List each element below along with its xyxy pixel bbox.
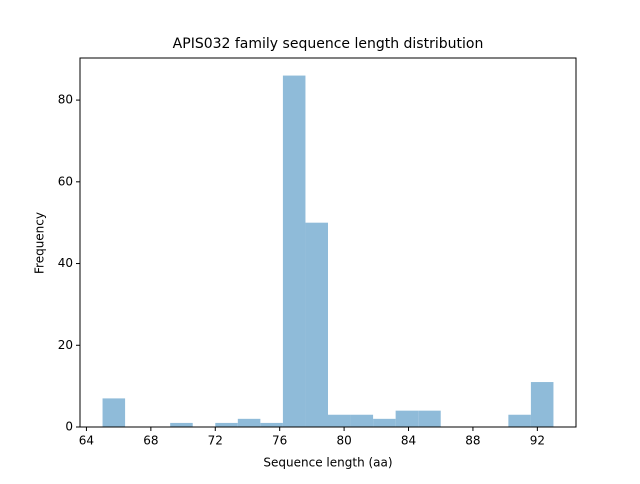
bar <box>282 75 306 428</box>
axes-frame <box>79 57 577 428</box>
bar <box>102 398 126 427</box>
bar <box>260 422 283 427</box>
bar <box>305 222 328 427</box>
bar <box>350 414 374 427</box>
bar <box>395 410 419 427</box>
bar <box>373 418 396 427</box>
x-tick-label: 64 <box>79 434 94 448</box>
bar <box>508 414 531 427</box>
bar <box>237 418 261 427</box>
x-tick-label: 88 <box>465 434 480 448</box>
x-axis-label: Sequence length (aa) <box>263 456 392 470</box>
bar <box>328 414 351 427</box>
x-tick-label: 72 <box>208 434 223 448</box>
x-tick-label: 68 <box>143 434 158 448</box>
y-tick-label: 40 <box>58 256 73 270</box>
x-tick-label: 92 <box>530 434 545 448</box>
y-tick-label: 0 <box>65 420 73 434</box>
x-tick-label: 76 <box>272 434 287 448</box>
y-tick-label: 20 <box>58 338 73 352</box>
bar <box>530 382 554 427</box>
x-tick-label: 80 <box>336 434 351 448</box>
y-tick-label: 80 <box>58 93 73 107</box>
bar <box>418 410 441 427</box>
x-tick-label: 84 <box>401 434 416 448</box>
bar <box>170 422 193 427</box>
bar <box>215 422 238 427</box>
y-tick-label: 60 <box>58 174 73 188</box>
y-axis-label: Frequency <box>33 212 47 274</box>
chart-title: APIS032 family sequence length distribut… <box>173 36 484 52</box>
